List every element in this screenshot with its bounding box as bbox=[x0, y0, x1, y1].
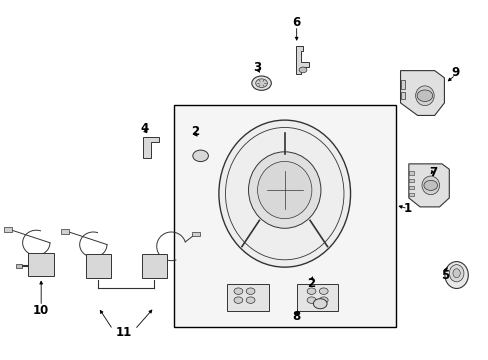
Circle shape bbox=[234, 288, 243, 294]
Bar bbox=[227, 284, 268, 311]
Circle shape bbox=[245, 297, 254, 303]
Polygon shape bbox=[408, 164, 448, 207]
Bar bbox=[192, 231, 200, 236]
Text: 11: 11 bbox=[116, 326, 132, 339]
Ellipse shape bbox=[452, 269, 459, 278]
Bar bbox=[408, 186, 413, 189]
Circle shape bbox=[423, 180, 437, 190]
Circle shape bbox=[234, 297, 243, 303]
Text: 2: 2 bbox=[306, 278, 315, 291]
Bar bbox=[85, 255, 111, 278]
Text: 10: 10 bbox=[33, 305, 49, 318]
Bar bbox=[400, 92, 405, 99]
Text: 8: 8 bbox=[292, 310, 300, 323]
Text: 3: 3 bbox=[253, 60, 261, 73]
Ellipse shape bbox=[444, 262, 468, 288]
Polygon shape bbox=[142, 137, 159, 158]
Circle shape bbox=[319, 297, 327, 303]
Circle shape bbox=[245, 288, 254, 294]
Ellipse shape bbox=[248, 152, 320, 228]
Circle shape bbox=[255, 79, 267, 87]
Polygon shape bbox=[295, 45, 309, 74]
Ellipse shape bbox=[415, 86, 433, 105]
Bar bbox=[408, 171, 413, 175]
Text: 5: 5 bbox=[440, 269, 448, 282]
Ellipse shape bbox=[219, 120, 350, 267]
Polygon shape bbox=[400, 71, 444, 116]
Circle shape bbox=[251, 76, 271, 90]
Circle shape bbox=[319, 288, 327, 294]
Bar bbox=[408, 179, 413, 182]
Ellipse shape bbox=[225, 127, 343, 260]
Bar bbox=[296, 284, 338, 311]
Text: 4: 4 bbox=[140, 122, 148, 135]
Circle shape bbox=[313, 299, 326, 309]
Circle shape bbox=[416, 90, 432, 102]
Ellipse shape bbox=[421, 176, 439, 195]
Circle shape bbox=[306, 288, 315, 294]
Circle shape bbox=[192, 150, 208, 162]
Bar bbox=[408, 193, 413, 197]
Bar bbox=[142, 255, 166, 278]
Text: 2: 2 bbox=[190, 125, 199, 138]
Ellipse shape bbox=[257, 161, 311, 219]
Bar bbox=[400, 80, 405, 89]
Text: 6: 6 bbox=[292, 17, 300, 30]
Bar bbox=[4, 227, 12, 232]
Ellipse shape bbox=[448, 265, 463, 282]
Text: 1: 1 bbox=[403, 202, 411, 215]
Text: 7: 7 bbox=[429, 166, 437, 179]
Bar bbox=[173, 105, 395, 327]
Text: 9: 9 bbox=[450, 66, 459, 79]
Bar bbox=[16, 264, 22, 268]
Circle shape bbox=[299, 67, 306, 73]
Bar bbox=[28, 253, 54, 276]
Bar bbox=[61, 229, 69, 234]
Circle shape bbox=[306, 297, 315, 303]
